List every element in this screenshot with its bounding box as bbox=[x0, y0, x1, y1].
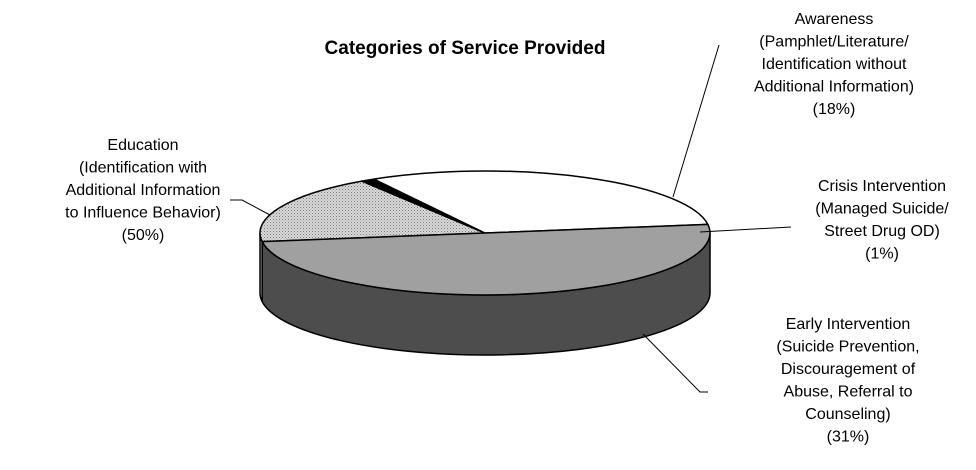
slice-labels: Awareness (Pamphlet/Literature/Identifica… bbox=[65, 11, 949, 446]
pie-top bbox=[259, 170, 711, 296]
pie-slice-education bbox=[261, 223, 711, 296]
slice-label-crisis: Crisis Intervention (Managed Suicide/Stre… bbox=[815, 178, 949, 263]
leader-line-early bbox=[642, 333, 708, 393]
leader-line-education bbox=[230, 199, 271, 216]
leader-line-crisis bbox=[699, 226, 792, 233]
slice-label-early: Early Intervention (Suicide Prevention, Di… bbox=[776, 316, 919, 446]
leader-lines bbox=[230, 44, 792, 393]
chart-title: Categories of Service Provided bbox=[325, 38, 606, 59]
pie-slice-awareness bbox=[259, 180, 486, 243]
pie-slice-early bbox=[373, 170, 709, 234]
slice-label-education: Education (Identification with Additional … bbox=[65, 137, 221, 244]
leader-line-awareness bbox=[672, 44, 720, 198]
slice-label-awareness: Awareness (Pamphlet/Literature/Identifica… bbox=[754, 11, 914, 118]
